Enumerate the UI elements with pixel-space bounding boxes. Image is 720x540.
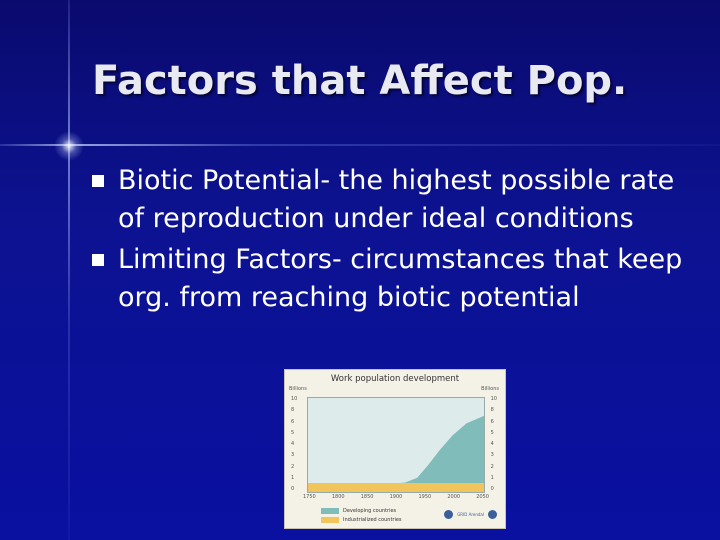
decorative-vertical-line — [68, 0, 70, 540]
legend-item-developing: Developing countries — [321, 506, 402, 515]
y-tick: 3 — [291, 452, 295, 459]
x-axis-ticks: 1750 1800 1850 1900 1950 2000 2050 — [303, 494, 489, 500]
decorative-horizontal-line — [0, 144, 720, 146]
x-tick: 1800 — [331, 494, 345, 500]
right-axis-ticks: 0 1 2 3 4 5 6 8 10 — [491, 396, 497, 492]
y-tick: 8 — [291, 407, 295, 414]
bullet-item-limiting-factors: Limiting Factors- circumstances that kee… — [90, 241, 690, 317]
bullet-list: Biotic Potential- the highest possible r… — [90, 162, 690, 320]
y-tick: 4 — [490, 441, 494, 447]
y-tick: 1 — [291, 474, 295, 481]
population-chart-image: Work population development Billions Bil… — [284, 369, 506, 529]
x-tick: 1950 — [418, 494, 432, 500]
bullet-text: Limiting Factors- circumstances that kee… — [118, 244, 683, 313]
y-tick: 6 — [291, 418, 295, 425]
y-tick: 0 — [291, 486, 295, 492]
industrialized-countries-area — [308, 483, 484, 492]
legend-label: Industrialized countries — [343, 516, 402, 523]
left-unit-label: Billions — [289, 386, 307, 392]
y-tick: 5 — [291, 429, 295, 436]
x-tick: 1850 — [360, 494, 374, 500]
legend-item-industrialized: Industrialized countries — [321, 515, 402, 524]
y-tick: 2 — [291, 463, 295, 470]
y-tick: 10 — [490, 396, 497, 402]
y-tick: 1 — [490, 474, 494, 481]
decorative-glow — [54, 131, 84, 161]
figure-title: Work population development — [330, 374, 460, 384]
y-tick: 5 — [490, 429, 494, 436]
y-tick: 4 — [291, 441, 295, 447]
developing-countries-area — [308, 415, 484, 492]
x-tick: 1750 — [303, 494, 316, 500]
x-tick: 2000 — [447, 494, 461, 500]
right-unit-label: Billions — [481, 386, 499, 392]
unep-logo-icon — [488, 510, 497, 519]
y-tick: 0 — [490, 486, 494, 492]
plot-area — [307, 397, 485, 493]
y-tick: 10 — [291, 396, 298, 402]
legend-label: Developing countries — [343, 507, 397, 514]
y-tick: 6 — [490, 418, 494, 425]
left-axis-ticks: 0 1 2 3 4 5 6 8 10 — [291, 396, 297, 492]
source-logos: GRID Arendal — [444, 510, 497, 519]
bullet-item-biotic-potential: Biotic Potential- the highest possible r… — [90, 162, 690, 238]
slide-title: Factors that Affect Pop. — [92, 58, 628, 104]
y-tick: 8 — [490, 407, 494, 414]
y-tick: 2 — [490, 463, 494, 470]
bullet-text: Biotic Potential- the highest possible r… — [118, 165, 675, 234]
legend-swatch — [321, 516, 339, 523]
square-bullet-icon — [92, 254, 104, 266]
y-tick: 3 — [490, 452, 494, 459]
x-tick: 1900 — [389, 494, 403, 500]
figure-legend: Developing countries Industrialized coun… — [321, 506, 402, 524]
x-tick: 2050 — [476, 494, 489, 500]
legend-swatch — [321, 507, 339, 514]
un-logo-icon — [444, 510, 454, 519]
logo-text: GRID Arendal — [457, 512, 484, 517]
square-bullet-icon — [92, 175, 104, 187]
